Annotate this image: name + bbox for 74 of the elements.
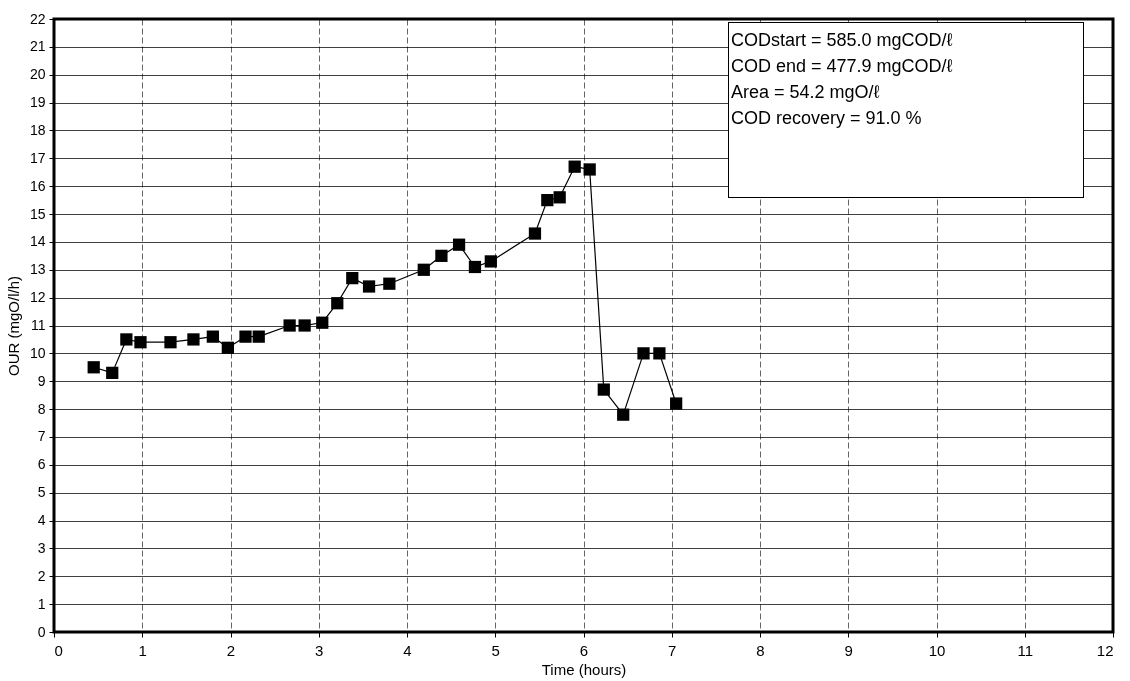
point xyxy=(484,255,497,268)
y-tick-label: 13 xyxy=(29,261,46,278)
y-tick-label: 12 xyxy=(29,289,46,306)
point xyxy=(637,347,650,360)
point xyxy=(362,280,376,293)
point xyxy=(653,347,666,360)
annotation: Area = 54.2 mgO/ℓ xyxy=(731,81,881,104)
annotation: COD recovery = 91.0 % xyxy=(731,107,923,130)
point xyxy=(221,341,234,354)
point xyxy=(597,383,610,396)
y-tick-label: 19 xyxy=(29,94,46,111)
y-tick-label: 3 xyxy=(37,539,46,556)
point xyxy=(206,330,219,343)
x-tick-label: 2 xyxy=(226,641,236,659)
point xyxy=(239,330,252,343)
x-tick-label: 8 xyxy=(756,641,765,659)
point xyxy=(435,249,448,262)
point xyxy=(617,408,630,421)
annotation: COD end = 477.9 mgCOD/ℓ xyxy=(731,55,954,78)
point xyxy=(252,330,265,343)
x-tick-label: 10 xyxy=(928,641,946,659)
point xyxy=(164,336,177,349)
point xyxy=(670,397,683,410)
x-tick-label: 5 xyxy=(491,641,500,659)
y-tick-label: 15 xyxy=(29,205,46,222)
y-tick-label: 10 xyxy=(29,344,46,361)
y-tick-label: 16 xyxy=(29,177,46,194)
y-tick-label: 21 xyxy=(29,38,46,55)
point xyxy=(187,333,200,346)
point xyxy=(120,333,133,346)
point xyxy=(553,191,566,204)
point xyxy=(346,272,359,285)
y-tick-label: 8 xyxy=(37,400,46,417)
x-axis-title: Time (hours) xyxy=(541,660,627,678)
x-tick-label: 7 xyxy=(668,641,677,659)
point xyxy=(541,193,554,207)
point xyxy=(528,227,542,240)
annotation: CODstart = 585.0 mgCOD/ℓ xyxy=(731,29,954,52)
point xyxy=(106,366,119,379)
y-tick-label: 20 xyxy=(29,66,46,83)
x-tick-label: 9 xyxy=(844,641,853,659)
point xyxy=(331,297,344,310)
y-axis-title: OUR (mgO/l/h) xyxy=(4,275,22,377)
x-tick-label: 12 xyxy=(1096,641,1114,659)
point xyxy=(87,361,100,374)
point xyxy=(468,260,482,274)
y-tick-label: 4 xyxy=(37,512,46,529)
x-tick-label: 1 xyxy=(138,641,147,659)
point xyxy=(283,319,296,332)
y-tick-label: 22 xyxy=(29,10,46,27)
y-tick-label: 9 xyxy=(37,372,46,389)
point xyxy=(568,160,581,173)
y-tick-label: 1 xyxy=(37,595,46,612)
point xyxy=(298,319,311,332)
x-tick-label: 11 xyxy=(1017,641,1034,659)
point xyxy=(134,336,147,349)
point xyxy=(383,277,396,290)
point xyxy=(316,316,329,329)
point xyxy=(417,263,430,276)
y-tick-label: 7 xyxy=(37,428,46,445)
y-tick-label: 17 xyxy=(29,149,46,166)
y-tick-label: 5 xyxy=(37,484,46,501)
y-tick-label: 14 xyxy=(29,233,46,250)
x-tick-label: 0 xyxy=(54,641,63,659)
x-tick-label: 3 xyxy=(315,641,324,659)
point xyxy=(583,163,596,176)
y-tick-label: 0 xyxy=(37,623,46,640)
x-tick-label: 6 xyxy=(579,641,589,659)
y-tick-label: 6 xyxy=(37,456,46,473)
point xyxy=(452,238,466,251)
y-tick-label: 11 xyxy=(30,317,46,333)
y-tick-label: 18 xyxy=(29,121,46,138)
x-tick-label: 4 xyxy=(403,641,412,659)
y-tick-label: 2 xyxy=(37,567,46,584)
